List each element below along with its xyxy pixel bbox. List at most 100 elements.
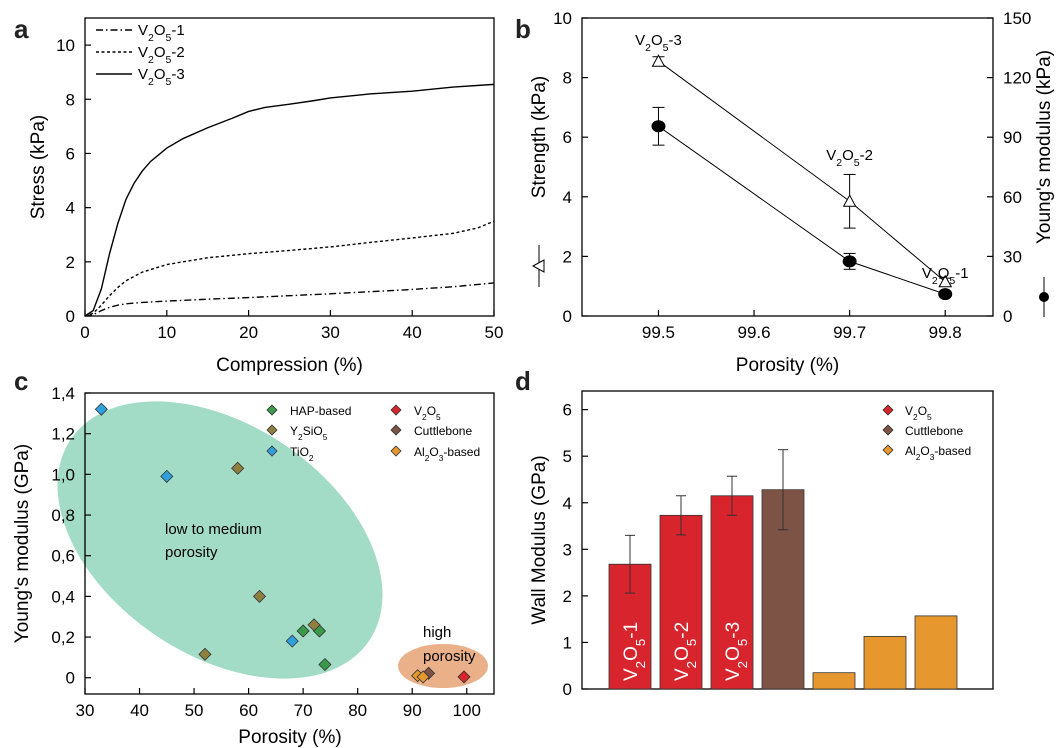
- bar-label-d: V2O5-2: [672, 622, 699, 681]
- bar-7: [914, 615, 958, 690]
- x-tick-label-a: 20: [239, 323, 258, 342]
- y-tick-label-right-b: 150: [1003, 9, 1031, 28]
- panel-label-b: b: [515, 14, 531, 44]
- x-tick-label-b: 99.5: [642, 323, 675, 342]
- x-tick-label-b: 99.6: [737, 323, 770, 342]
- legend-marker-c: [390, 445, 402, 457]
- legend-label-c: TiO2: [290, 445, 314, 463]
- annotation-b: V2O5-2: [826, 147, 873, 169]
- series-line-Strength: [658, 60, 946, 283]
- data-point-Y2SiO5: [307, 618, 321, 632]
- annotation-c: low to medium: [165, 521, 262, 538]
- legend-label-d: V2O5: [905, 404, 932, 422]
- y-tick-label-left-b: 2: [563, 247, 572, 266]
- data-point-Y2SiO5: [198, 647, 212, 661]
- plot-frame-c: [84, 392, 495, 695]
- annotation-c: porosity: [165, 544, 218, 561]
- legend-label-d: Cuttlebone: [905, 424, 963, 438]
- bar-label-d: V2O5-1: [621, 622, 648, 681]
- data-point-modulus: [938, 288, 953, 301]
- legend-marker-d: [882, 404, 894, 416]
- x-axis-label-b: Porosity (%): [736, 355, 839, 376]
- y-axis-label-c: Young's modulus (GPa): [12, 444, 33, 643]
- bar-3: [710, 495, 754, 690]
- y-tick-label-right-b: 90: [1003, 128, 1022, 147]
- x-tick-label-a: 50: [485, 323, 504, 342]
- y-tick-label-a: 0: [66, 307, 75, 326]
- annotation-c: high: [423, 624, 451, 641]
- data-point-TiO2: [160, 469, 174, 483]
- series-line-Young's modulus: [658, 125, 946, 295]
- legend-label-a: V2O5-2: [138, 44, 185, 66]
- data-point-modulus: [651, 120, 666, 133]
- y-tick-label-a: 10: [56, 36, 75, 55]
- annotation-b: V2O5-1: [922, 265, 969, 287]
- y-tick-label-right-b: 30: [1003, 247, 1022, 266]
- y-tick-label-d: 4: [563, 494, 572, 513]
- legend-label-d: Al2O3-based: [905, 444, 971, 462]
- y-tick-label-c: 1,0: [51, 465, 75, 484]
- x-tick-label-a: 40: [403, 323, 422, 342]
- y-tick-label-left-b: 6: [563, 128, 572, 147]
- bar-5: [812, 672, 856, 690]
- legend-label-c: Cuttlebone: [414, 424, 472, 438]
- legend-label-a: V2O5-3: [138, 66, 185, 88]
- data-point-HAP-based: [296, 624, 310, 638]
- legend-marker-c: [390, 424, 402, 436]
- y-tick-label-d: 2: [563, 587, 572, 606]
- data-point-TiO2: [285, 634, 299, 648]
- y-tick-label-left-b: 8: [563, 69, 572, 88]
- y-tick-label-d: 0: [563, 680, 572, 699]
- x-axis-label-a: Compression (%): [216, 355, 363, 376]
- series-line-V2O5-3: [84, 83, 495, 317]
- bar-2: [659, 514, 703, 690]
- panel-c: 30 40 50 60 70 80 90 100 0 0,2 0,4 0,6 0,8 1,0 1,2 1,4 P…: [12, 384, 495, 748]
- panel-a: 0 10 20 30 40 50 0 2 4 6 8 10 Compression (%) Stress …: [28, 17, 504, 376]
- y-tick-label-a: 4: [66, 199, 75, 218]
- legend-marker-c: [266, 445, 278, 457]
- data-point-modulus: [842, 255, 857, 268]
- y-axis-label-d: Wall Modulus (GPa): [529, 455, 550, 624]
- y-axis-label-right-b: Young's modulus (kPa): [1034, 50, 1055, 244]
- y-tick-label-c: 0,4: [51, 587, 75, 606]
- panel-label-c: c: [14, 366, 28, 396]
- legend-label-a: V2O5-1: [138, 22, 185, 44]
- y-tick-label-c: 0,6: [51, 547, 75, 566]
- legend-label-c: Y2SiO5: [290, 424, 328, 442]
- y-axis-label-a: Stress (kPa): [28, 115, 49, 220]
- y-tick-label-right-b: 0: [1003, 307, 1012, 326]
- y-tick-label-right-b: 60: [1003, 188, 1022, 207]
- data-point-strength: [938, 274, 953, 288]
- panel-label-d: d: [515, 366, 531, 396]
- x-tick-label-a: 30: [321, 323, 340, 342]
- legend-marker-c: [266, 404, 278, 416]
- y-tick-label-a: 6: [66, 144, 75, 163]
- y-tick-label-right-b: 120: [1003, 69, 1031, 88]
- plot-frame-a: [84, 17, 495, 317]
- left-axis-legend-triangle: [531, 259, 545, 273]
- panel-b: 99.5 99.6 99.7 99.8 0 2 4 6 8 10 0 30 60 90 120 150 Poro…: [529, 9, 1055, 376]
- x-tick-label-a: 0: [80, 323, 89, 342]
- y-tick-label-left-b: 4: [563, 188, 572, 207]
- y-axis-right-label-group: Young's modulus (kPa): [1034, 50, 1055, 317]
- legend-label-c: V2O5: [414, 404, 441, 422]
- panel-label-a: a: [14, 14, 29, 44]
- x-tick-label-c: 40: [130, 701, 149, 720]
- data-point-Al2O3-based: [416, 670, 430, 684]
- x-tick-label-c: 60: [239, 701, 258, 720]
- y-tick-label-d: 5: [563, 447, 572, 466]
- data-point-V2O5: [457, 670, 471, 684]
- legend-marker-d: [882, 424, 894, 436]
- bar-label-d: V2O5-3: [723, 622, 750, 681]
- right-axis-legend-circle: [1039, 292, 1049, 302]
- x-tick-label-c: 100: [453, 701, 481, 720]
- region-low-medium-porosity: [57, 401, 383, 679]
- data-point-strength: [651, 54, 666, 67]
- y-tick-label-d: 1: [563, 633, 572, 652]
- y-tick-label-c: 0: [66, 669, 75, 688]
- x-tick-label-c: 90: [403, 701, 422, 720]
- data-point-Y2SiO5: [231, 461, 245, 475]
- y-tick-label-c: 1,4: [51, 384, 75, 403]
- data-point-TiO2: [94, 402, 108, 416]
